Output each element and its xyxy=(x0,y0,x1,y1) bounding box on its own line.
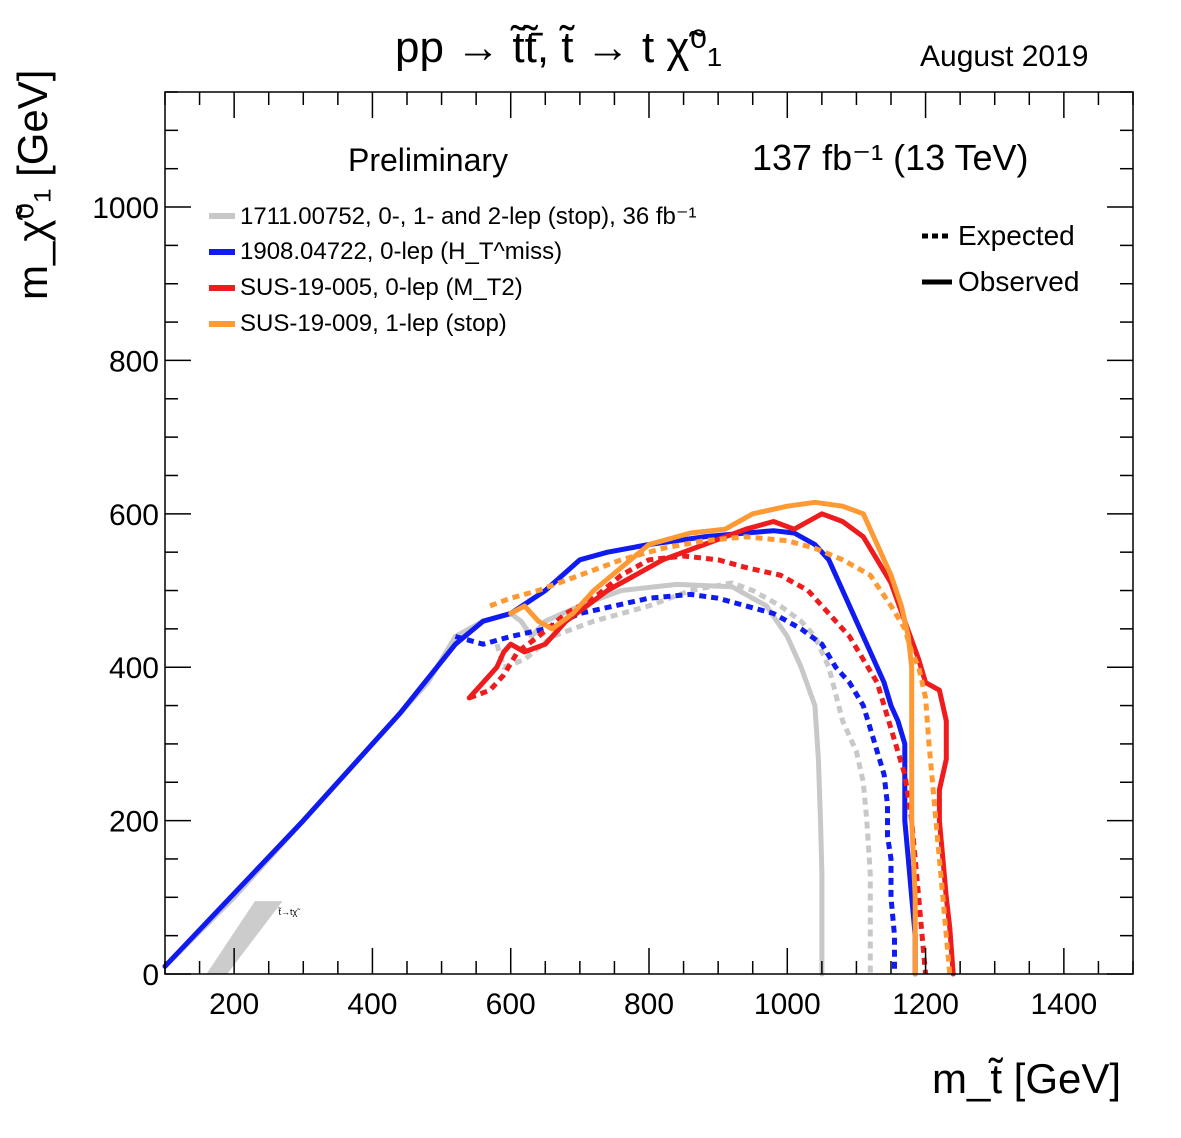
x-tick-label: 200 xyxy=(209,988,259,1021)
x-tick-label: 1400 xyxy=(1030,988,1097,1021)
legend-entry-2: SUS-19-005, 0-lep (M_T2) xyxy=(209,273,523,303)
y-axis-title: m_χ̃⁰₁ [GeV] xyxy=(9,69,56,300)
y-tick-label: 200 xyxy=(109,806,159,839)
legend-label: SUS-19-005, 0-lep (M_T2) xyxy=(240,274,523,301)
forbidden-region-band xyxy=(206,901,283,974)
x-axis-title: m_t̃ [GeV] xyxy=(932,1055,1122,1102)
legend-label: 1711.00752, 0-, 1- and 2-lep (stop), 36 … xyxy=(240,202,697,230)
series-2-observed-line xyxy=(466,511,956,977)
legend-expected: Expected xyxy=(922,220,1075,252)
x-tick-label: 1200 xyxy=(892,988,959,1021)
y-tick-label: 400 xyxy=(109,652,159,685)
y-tick-label: 600 xyxy=(109,499,159,532)
solid-line-swatch xyxy=(922,279,952,285)
legend-swatch xyxy=(209,321,235,327)
legend-observed: Observed xyxy=(922,266,1079,298)
legend-entry-1: 1908.04722, 0-lep (H_T^miss) xyxy=(209,237,562,267)
series-3-expected-line xyxy=(489,534,953,975)
x-tick-label: 400 xyxy=(347,988,397,1021)
y-tick-label: 0 xyxy=(142,959,159,992)
chart-title: pp → t̃t̃̄, t̃ → t χ̃⁰₁ xyxy=(395,23,722,72)
x-tick-label: 800 xyxy=(624,988,674,1021)
date-label: August 2019 xyxy=(920,40,1089,73)
legend-swatch xyxy=(209,249,235,255)
tick-layer: 200 400 600 800 1000 1200 1400 0 200 400 600 800 100… xyxy=(92,91,1134,1021)
legend-swatch xyxy=(209,285,235,291)
legend-entry-3: SUS-19-009, 1-lep (stop) xyxy=(209,309,507,339)
forbidden-region-label: t̃→tχ̃ xyxy=(277,907,301,917)
annotation-layer: t̃→tχ̃ xyxy=(206,901,301,974)
legend-swatch xyxy=(209,213,235,219)
y-tick-label: 800 xyxy=(109,345,159,378)
curve-layer xyxy=(162,499,956,977)
series-3-observed-line xyxy=(508,499,918,977)
series-1-expected-line xyxy=(454,591,897,974)
legend-expected-label: Expected xyxy=(958,220,1075,251)
dotted-line-swatch xyxy=(922,233,952,239)
legend-observed-label: Observed xyxy=(958,266,1080,297)
y-tick-label: 1000 xyxy=(92,192,159,225)
legend-label: SUS-19-009, 1-lep (stop) xyxy=(240,310,507,337)
lumi-label: 137 fb⁻¹ (13 TeV) xyxy=(752,137,1029,178)
x-tick-label: 1000 xyxy=(754,988,821,1021)
preliminary-label: Preliminary xyxy=(348,142,509,178)
x-tick-label: 600 xyxy=(486,988,536,1021)
legend-label: 1908.04722, 0-lep (H_T^miss) xyxy=(240,238,563,265)
legend-entry-0: 1711.00752, 0-, 1- and 2-lep (stop), 36 … xyxy=(209,201,697,231)
